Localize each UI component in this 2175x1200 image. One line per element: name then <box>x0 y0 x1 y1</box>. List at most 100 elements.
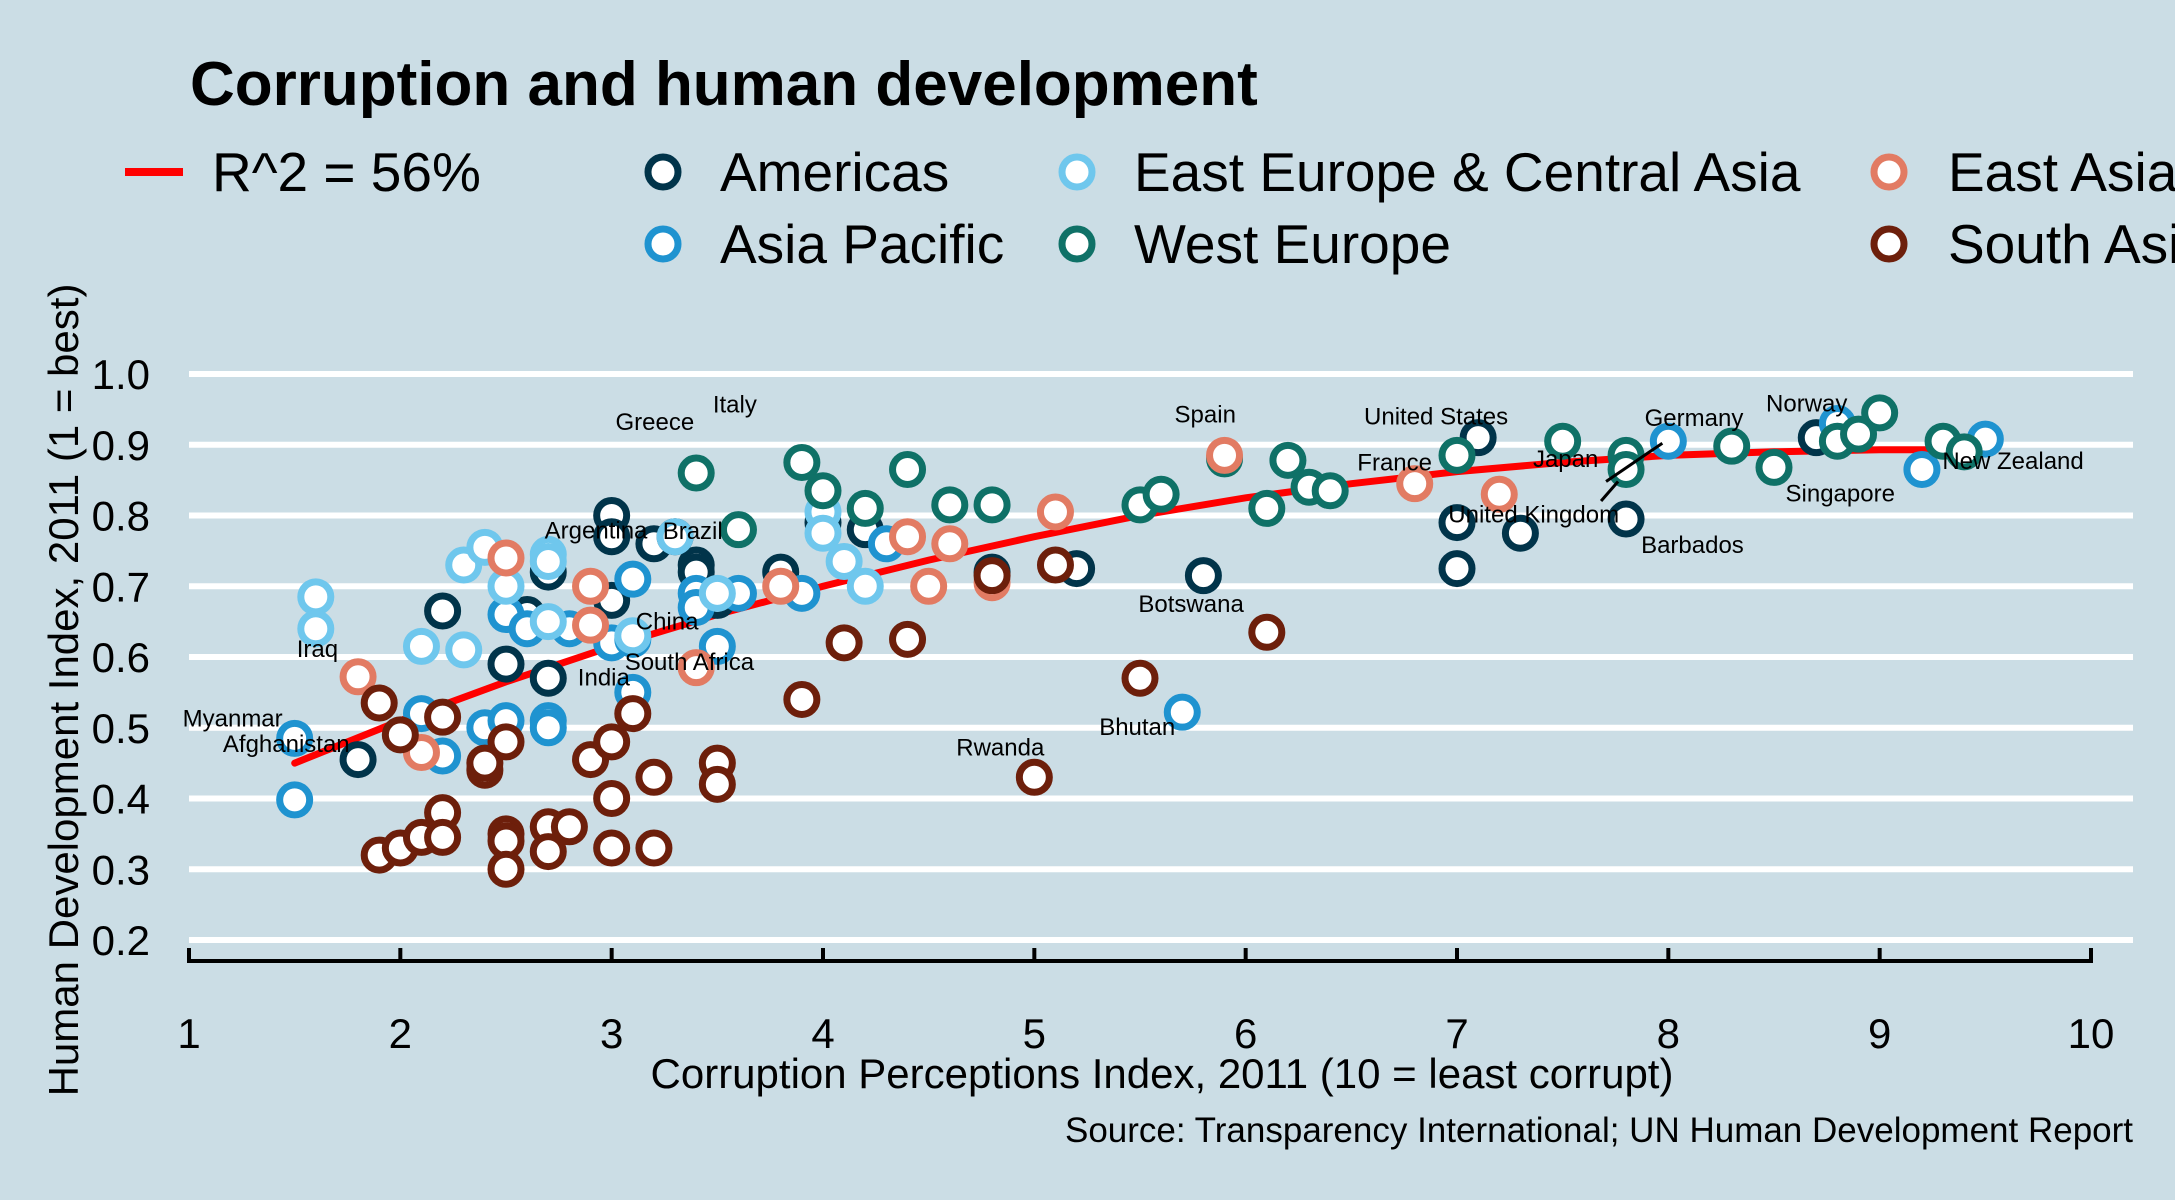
point <box>1607 500 1645 538</box>
point <box>635 829 673 867</box>
point <box>1713 427 1751 465</box>
point <box>572 606 610 644</box>
point-label: India <box>578 664 631 691</box>
point <box>889 620 927 658</box>
point <box>424 592 462 630</box>
point <box>1396 465 1434 503</box>
point <box>1840 415 1878 453</box>
point <box>931 486 969 524</box>
point <box>1438 436 1476 474</box>
y-tick-label: 0.8 <box>92 493 150 540</box>
point <box>804 472 842 510</box>
point <box>1036 493 1074 531</box>
point <box>487 723 525 761</box>
point <box>762 567 800 605</box>
point <box>339 658 377 696</box>
y-tick-label: 0.4 <box>92 776 150 823</box>
point <box>1438 504 1476 542</box>
label-connector <box>1599 480 1620 503</box>
point <box>1945 433 1983 471</box>
point <box>572 567 610 605</box>
point <box>529 603 567 641</box>
point-label: Italy <box>713 391 757 418</box>
point-label: Singapore <box>1786 481 1895 508</box>
point <box>593 829 631 867</box>
point <box>677 649 715 687</box>
point <box>614 617 652 655</box>
y-tick-label: 0.5 <box>92 705 150 752</box>
point <box>1184 557 1222 595</box>
point <box>593 780 631 817</box>
point <box>487 539 525 577</box>
y-tick-label: 0.9 <box>92 422 150 469</box>
point-label: Rwanda <box>956 734 1045 761</box>
point <box>1311 472 1349 510</box>
x-tick-label: 6 <box>1234 1010 1257 1057</box>
point-label: Germany <box>1645 405 1744 432</box>
point <box>846 489 884 527</box>
y-axis-title: Human Development Index, 2011 (1 = best) <box>40 284 87 1097</box>
point <box>529 542 567 580</box>
point-label: Myanmar <box>183 705 283 732</box>
point <box>698 627 736 665</box>
legend-swatch <box>1058 153 1096 191</box>
point <box>1206 436 1244 474</box>
point <box>783 443 821 481</box>
point-label: Brazil <box>663 518 723 545</box>
point <box>1121 659 1159 697</box>
point <box>529 709 567 747</box>
label-connector <box>1605 441 1664 483</box>
axes: 1 2 3 4 5 6 7 8 9 10 0.2 0.3 0.4 0.5 0.6 0.7 0.8 0.9 1.0 <box>92 351 2115 1057</box>
y-tick-label: 0.2 <box>92 917 150 964</box>
point-label: New Zealand <box>1942 448 2083 475</box>
point <box>889 518 927 556</box>
point <box>1248 613 1286 651</box>
point-label: Spain <box>1175 401 1236 428</box>
x-tick-label: 5 <box>1023 1010 1046 1057</box>
legend-label: Americas <box>720 141 949 203</box>
legend-label-trend: R^2 = 56% <box>212 141 481 203</box>
point <box>1903 451 1941 489</box>
point <box>783 680 821 718</box>
point <box>487 645 525 683</box>
point-label: China <box>636 608 699 635</box>
legend-label: West Europe <box>1134 213 1451 275</box>
point <box>487 850 525 888</box>
points-layer <box>276 394 2004 888</box>
point <box>1036 546 1074 584</box>
point <box>719 511 757 549</box>
y-tick-label: 0.3 <box>92 846 150 893</box>
legend-label: East Asia <box>1948 141 2175 203</box>
point-label: Japan <box>1533 446 1598 473</box>
point <box>1015 758 1053 796</box>
legend-swatch <box>1870 153 1908 191</box>
point-label: Botswana <box>1138 591 1244 618</box>
x-tick-label: 8 <box>1657 1010 1680 1057</box>
legend-label: Asia Pacific <box>720 213 1004 275</box>
point <box>297 578 335 616</box>
point <box>402 627 440 665</box>
point <box>889 451 927 489</box>
legend-swatch <box>644 225 682 263</box>
point <box>276 781 314 819</box>
point <box>973 486 1011 524</box>
x-tick-label: 4 <box>811 1010 834 1057</box>
point <box>1438 550 1476 588</box>
x-tick-label: 9 <box>1868 1010 1891 1057</box>
point <box>424 818 462 856</box>
point-label: Greece <box>615 409 694 436</box>
point <box>1755 448 1793 486</box>
point-label: Bhutan <box>1099 714 1175 741</box>
point <box>1142 475 1180 513</box>
legend-swatch <box>1058 225 1096 263</box>
point-label: Iraq <box>297 636 338 663</box>
point-label: United Kingdom <box>1448 502 1619 529</box>
point <box>1861 394 1899 432</box>
point <box>698 765 736 803</box>
chart-title: Corruption and human development <box>190 50 1258 119</box>
legend-swatch <box>644 153 682 191</box>
point-label: Barbados <box>1641 532 1744 559</box>
